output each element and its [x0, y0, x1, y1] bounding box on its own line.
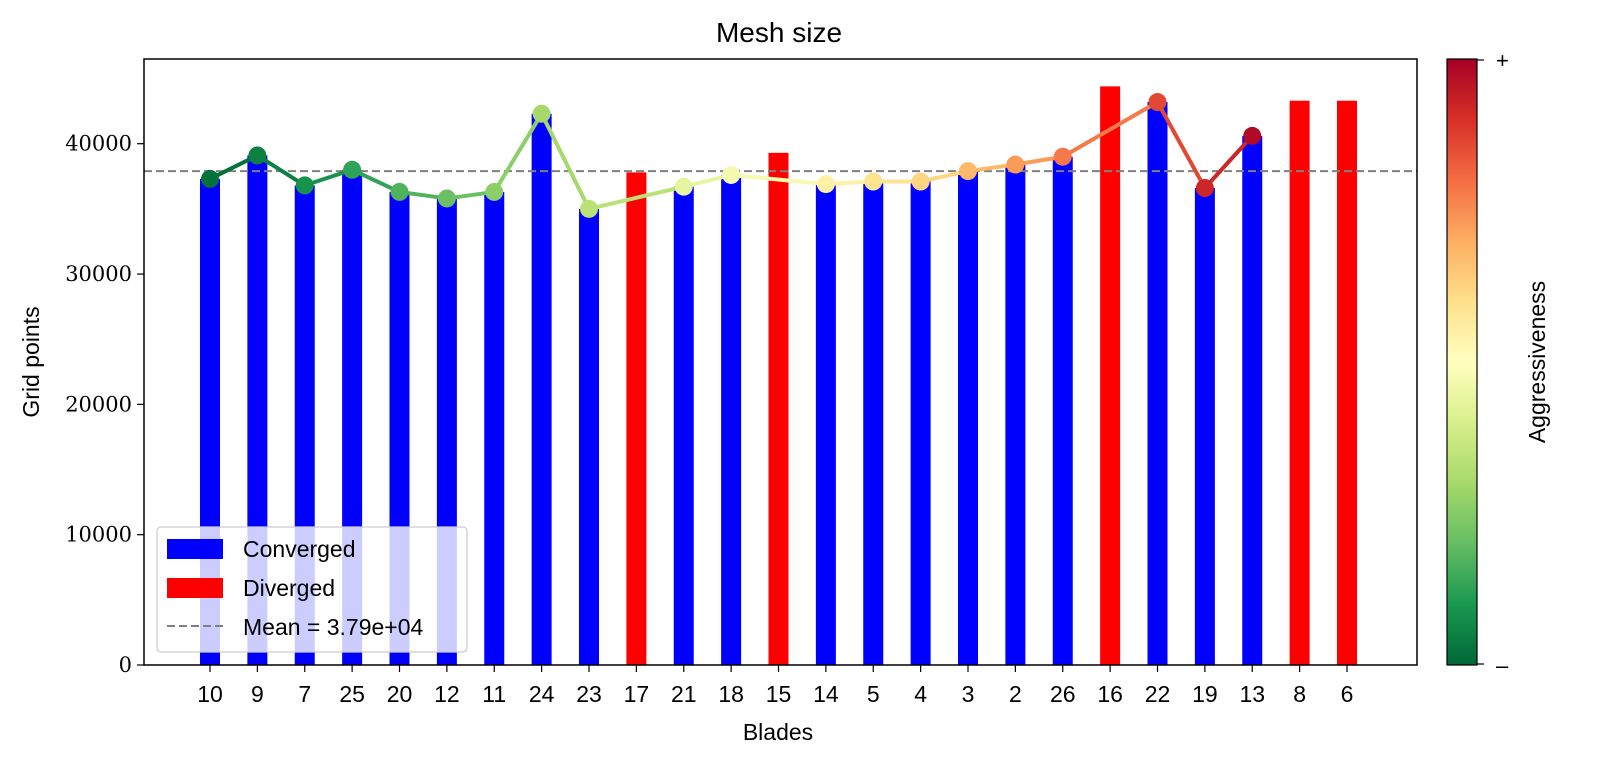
x-tick-label: 4 [914, 681, 927, 707]
marker-7 [295, 176, 314, 195]
x-tick-label: 8 [1293, 681, 1306, 707]
marker-14 [816, 175, 835, 194]
marker-26 [1053, 147, 1072, 166]
legend: Converged Diverged Mean = 3.79e+04 [156, 526, 468, 653]
bar-3 [958, 171, 978, 665]
x-tick-label: 5 [867, 681, 880, 707]
marker-9 [248, 146, 267, 165]
x-tick-label: 3 [962, 681, 975, 707]
marker-11 [485, 182, 504, 201]
bar-17 [626, 172, 647, 665]
y-tick-label: 30000 [65, 262, 132, 286]
y-axis-label: Grid points [18, 306, 44, 417]
marker-5 [864, 172, 883, 191]
plot-frame [143, 58, 1418, 666]
x-tick-label: 7 [298, 681, 311, 707]
x-tick-label: 19 [1192, 681, 1218, 707]
bar-8 [1289, 100, 1310, 665]
bar-22 [1147, 102, 1168, 665]
y-axis-ticks: 0 10000 20000 30000 40000 [65, 132, 144, 677]
marker-25 [343, 160, 362, 179]
legend-box [156, 526, 468, 653]
x-tick-label: 17 [624, 681, 650, 707]
x-tick-label: 13 [1239, 681, 1265, 707]
bar-14 [815, 184, 836, 665]
marker-12 [437, 189, 456, 208]
marker-20 [390, 182, 409, 201]
y-tick-label: 20000 [65, 392, 132, 416]
x-tick-label: 2 [1009, 681, 1022, 707]
marker-21 [674, 177, 693, 196]
aggressiveness-markers [201, 93, 1262, 218]
marker-13 [1243, 126, 1262, 145]
line-segment-18 [729, 172, 828, 187]
colorbar-top-label: + [1496, 48, 1509, 73]
x-tick-label: 11 [482, 681, 506, 707]
colorbar-label: Aggressiveness [1524, 281, 1550, 443]
legend-swatch-converged [167, 539, 223, 559]
marker-2 [1006, 155, 1025, 174]
marker-24 [532, 104, 551, 123]
x-tick-label: 25 [339, 681, 365, 707]
line-segment-24 [539, 111, 591, 211]
bar-24 [531, 113, 552, 666]
line-segment-19 [1202, 133, 1255, 191]
y-tick-label: 0 [119, 653, 132, 677]
x-tick-label: 18 [718, 681, 744, 707]
marker-22 [1148, 93, 1167, 112]
x-tick-label: 15 [766, 681, 792, 707]
legend-label-converged: Converged [243, 536, 356, 562]
bar-18 [721, 174, 742, 665]
x-axis-label: Blades [743, 719, 813, 745]
marker-23 [580, 199, 598, 218]
x-tick-label: 6 [1341, 681, 1354, 707]
aggressiveness-line [208, 100, 1255, 211]
legend-label-diverged: Diverged [243, 575, 335, 601]
bar-15 [768, 152, 789, 665]
bar-26 [1052, 156, 1073, 665]
line-segment-22 [1155, 100, 1207, 191]
bar-21 [673, 186, 694, 665]
x-tick-label: 26 [1050, 681, 1076, 707]
bar-2 [1005, 164, 1026, 666]
x-tick-label: 24 [529, 681, 555, 707]
marker-18 [722, 165, 741, 184]
line-segment-26 [1060, 100, 1160, 159]
x-tick-label: 12 [434, 681, 460, 707]
line-segment-23 [587, 184, 686, 211]
bar-23 [579, 208, 599, 665]
bar-6 [1337, 100, 1357, 665]
chart-title: Mesh size [716, 17, 842, 48]
line-segment-11 [492, 111, 544, 194]
marker-3 [959, 162, 977, 181]
x-tick-label: 23 [576, 681, 602, 707]
marker-4 [911, 172, 930, 191]
bars [200, 86, 1357, 666]
bar-16 [1100, 86, 1121, 666]
legend-swatch-diverged [167, 578, 223, 598]
legend-label-mean: Mean = 3.79e+04 [243, 614, 424, 640]
bar-11 [484, 191, 505, 666]
y-tick-label: 40000 [65, 132, 132, 156]
colorbar-bottom-label: – [1496, 653, 1509, 678]
bar-5 [863, 181, 884, 665]
x-tick-label: 16 [1097, 681, 1123, 707]
bar-4 [910, 181, 931, 665]
x-tick-label: 22 [1145, 681, 1171, 707]
bar-13 [1242, 135, 1263, 665]
colorbar-gradient [1446, 58, 1478, 666]
x-tick-label: 14 [813, 681, 839, 707]
x-tick-label: 10 [197, 681, 223, 707]
x-tick-label: 20 [387, 681, 413, 707]
x-tick-label: 9 [251, 681, 264, 707]
colorbar: + – Aggressiveness [1446, 48, 1550, 678]
x-axis-ticks: 10 9 7 25 20 12 11 24 23 17 21 18 15 14 5 4 3 2 26 16 22 19 13… [197, 665, 1353, 707]
marker-10 [201, 169, 219, 188]
bar-19 [1194, 188, 1215, 665]
y-tick-label: 10000 [65, 523, 132, 547]
line-segment-9 [255, 153, 307, 188]
marker-19 [1195, 179, 1214, 198]
x-tick-label: 21 [671, 681, 697, 707]
